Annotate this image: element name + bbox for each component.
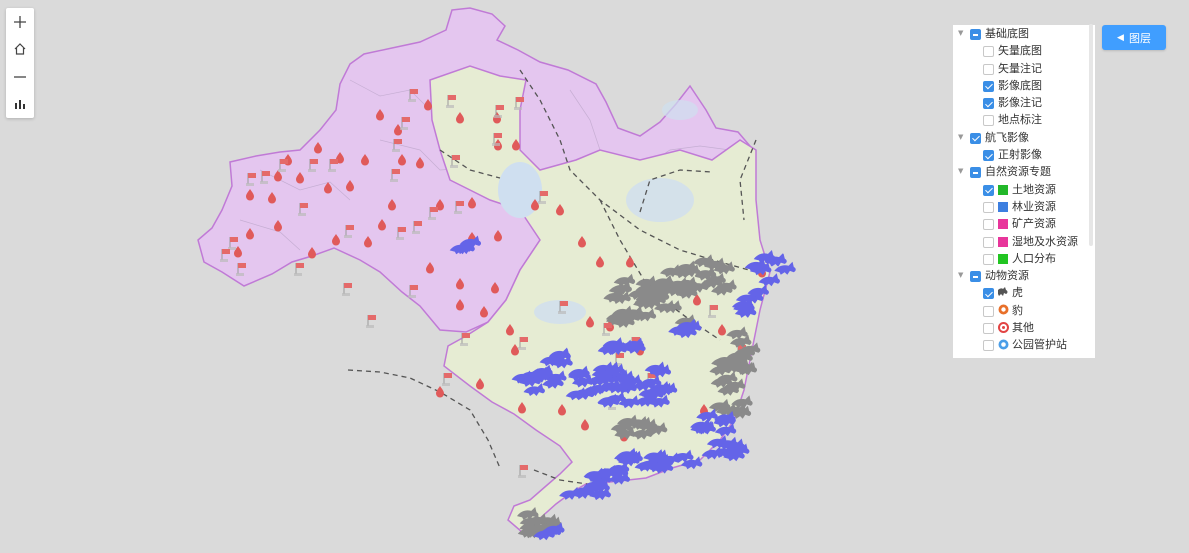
group-checkbox[interactable] (970, 132, 981, 144)
drop-marker[interactable] (436, 386, 444, 398)
layer-item-label: 影像注记 (998, 96, 1042, 110)
layer-item-label: 矢量底图 (998, 44, 1042, 58)
flag-marker[interactable] (441, 372, 453, 387)
layer-toggle-button[interactable]: ◀ 图层 (1102, 25, 1166, 50)
legend-swatch (998, 236, 1008, 247)
flag-marker[interactable] (517, 464, 529, 479)
legend-swatch (998, 219, 1008, 230)
layer-group-label: 基础底图 (985, 27, 1029, 40)
layer-checkbox[interactable] (983, 253, 994, 265)
layer-checkbox[interactable] (983, 236, 994, 248)
layer-item-label: 其他 (1012, 321, 1034, 335)
caret-down-icon[interactable]: ▼ (958, 167, 964, 176)
layer-group[interactable]: ▼ 自然资源专题 (953, 163, 1095, 180)
layer-group-label: 自然资源专题 (985, 165, 1051, 179)
layer-checkbox[interactable] (983, 323, 994, 335)
layer-item-label: 正射影像 (998, 148, 1042, 162)
layer-group[interactable]: ▼ 动物资源 (953, 267, 1095, 284)
layer-item[interactable]: 影像注记 (953, 94, 1095, 111)
tiger-icon (997, 286, 1009, 298)
legend-swatch (998, 184, 1008, 195)
layer-checkbox[interactable] (983, 115, 994, 127)
leopard-icon (997, 304, 1009, 316)
layer-item[interactable]: 湿地及水资源 (953, 233, 1095, 250)
layer-item-label: 土地资源 (1012, 182, 1056, 196)
water-patch (626, 178, 694, 222)
legend-swatch (998, 201, 1008, 212)
home-icon[interactable] (6, 36, 34, 62)
layer-item-label: 虎 (1012, 286, 1023, 300)
layer-item-label: 公园管护站 (1012, 338, 1067, 352)
layer-checkbox[interactable] (983, 46, 994, 58)
layer-item-label: 地点标注 (998, 113, 1042, 127)
plus-icon[interactable] (6, 9, 34, 35)
layer-item-label: 豹 (1012, 303, 1023, 317)
station-icon (997, 338, 1009, 350)
layer-checkbox[interactable] (983, 305, 994, 317)
layer-item[interactable]: 矿产资源 (953, 215, 1095, 232)
water-patch (662, 100, 698, 120)
layer-checkbox[interactable] (983, 288, 994, 300)
layer-item-label: 林业资源 (1012, 199, 1056, 213)
layer-item-label: 矿产资源 (1012, 217, 1056, 231)
layer-checkbox[interactable] (983, 184, 994, 196)
layer-item[interactable]: 林业资源 (953, 198, 1095, 215)
layer-item-label: 人口分布 (1012, 251, 1056, 265)
water-patch (498, 162, 542, 218)
layer-item[interactable]: 矢量底图 (953, 42, 1095, 59)
bar-chart-icon[interactable] (6, 91, 34, 117)
layer-item-label: 影像底图 (998, 78, 1042, 92)
caret-down-icon[interactable]: ▼ (958, 271, 964, 280)
layer-checkbox[interactable] (983, 80, 994, 92)
layer-group[interactable]: ▼ 航飞影像 (953, 129, 1095, 146)
layer-item[interactable]: 影像底图 (953, 77, 1095, 94)
layer-group-label: 航飞影像 (985, 130, 1029, 144)
layer-checkbox[interactable] (983, 340, 994, 352)
layer-group[interactable]: ▼ 基础底图 (953, 25, 1095, 42)
other-animal-icon (997, 321, 1009, 333)
layer-item[interactable]: 人口分布 (953, 250, 1095, 267)
flag-marker[interactable] (365, 314, 377, 329)
layer-button-label: 图层 (1128, 31, 1151, 45)
layer-checkbox[interactable] (983, 63, 994, 75)
group-checkbox[interactable] (970, 271, 981, 283)
layer-group-label: 动物资源 (985, 269, 1029, 283)
layer-item[interactable]: 其他 (953, 319, 1095, 336)
layer-item[interactable]: 虎 (953, 284, 1095, 301)
layer-item[interactable]: 地点标注 (953, 111, 1095, 128)
legend-swatch (998, 253, 1008, 264)
layer-item-label: 矢量注记 (998, 61, 1042, 75)
layer-panel: ▼ 基础底图矢量底图矢量注记影像底图影像注记地点标注 ▼ 航飞影像正射影像 ▼ 自然资源专… (953, 25, 1095, 358)
flag-marker[interactable] (341, 282, 353, 297)
layer-item[interactable]: 豹 (953, 302, 1095, 319)
minus-icon[interactable] (6, 64, 34, 90)
layer-item[interactable]: 矢量注记 (953, 60, 1095, 77)
layer-item-label: 湿地及水资源 (1012, 234, 1078, 248)
caret-down-icon[interactable]: ▼ (958, 132, 964, 141)
flag-marker[interactable] (293, 262, 305, 277)
caret-down-icon[interactable]: ▼ (958, 29, 964, 37)
layer-checkbox[interactable] (983, 98, 994, 110)
layer-checkbox[interactable] (983, 201, 994, 213)
caret-left-icon: ◀ (1117, 32, 1124, 43)
layer-item[interactable]: 正射影像 (953, 146, 1095, 163)
group-checkbox[interactable] (970, 167, 981, 179)
group-checkbox[interactable] (970, 29, 981, 40)
layer-panel-scrollbar[interactable] (1089, 24, 1093, 246)
layer-item[interactable]: 土地资源 (953, 181, 1095, 198)
layer-checkbox[interactable] (983, 219, 994, 231)
layer-checkbox[interactable] (983, 150, 994, 162)
map-toolbar (6, 8, 34, 118)
layer-item[interactable]: 公园管护站 (953, 336, 1095, 353)
